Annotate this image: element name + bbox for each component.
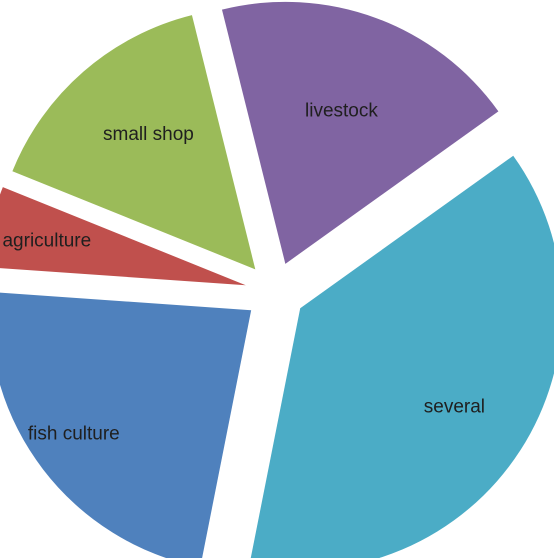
slice-label-agriculture: agriculture [2, 231, 91, 252]
pie-slice-small-shop [12, 15, 256, 270]
slice-label-fish-culture: fish culture [28, 423, 120, 444]
pie-slice-livestock [221, 1, 499, 264]
slice-label-several: several [424, 397, 485, 418]
pie-slice-fish-culture [0, 292, 252, 558]
pie-slice-several [250, 155, 554, 558]
pie-slice-agriculture [0, 187, 246, 286]
slice-label-livestock: livestock [305, 100, 378, 121]
slice-label-small-shop: small shop [103, 124, 194, 145]
pie-labels: livestock several fish culture agriculture s… [2, 100, 485, 444]
